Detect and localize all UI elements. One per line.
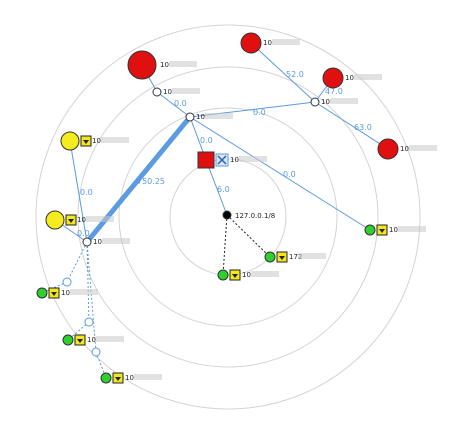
edge-y1-hleft [69, 140, 88, 243]
node-label: 10 [196, 113, 205, 121]
edge-hright-r1 [250, 42, 316, 103]
green-node[interactable] [364, 224, 376, 236]
edge-hmid-gright [189, 116, 371, 231]
blurred-text [398, 226, 426, 232]
green-node[interactable] [36, 287, 48, 299]
edge-label-hright-r3: 47.0 [325, 87, 343, 96]
node-label: 10 [93, 238, 102, 246]
blurred-text [205, 113, 233, 119]
hub-node[interactable] [84, 317, 94, 327]
edge-ol2-gl2 [67, 321, 90, 341]
red-node[interactable] [322, 67, 344, 89]
node-labels-layer: 10 10 10 10 10 10 10 10 10 10 10 10 10 172 10 10 10 127.0… [61, 39, 437, 382]
red-node[interactable] [127, 50, 157, 80]
blurred-text [409, 145, 437, 151]
hub-node[interactable] [82, 237, 92, 247]
green-node[interactable] [62, 334, 74, 346]
range-ring [118, 107, 338, 327]
blurred-text [298, 253, 326, 259]
edge-label-hmid-square: 0.0 [200, 136, 213, 145]
edge-label-y1-hleft: 0.0 [80, 188, 93, 197]
blurred-text [169, 61, 197, 67]
edge-label-htop-hmid: 0.0 [174, 99, 187, 108]
close-box-icon-stroke [217, 155, 227, 165]
range-ring [35, 24, 421, 410]
red-square-node[interactable] [197, 151, 215, 169]
blurred-text [101, 137, 129, 143]
node-label: 10 [61, 289, 70, 297]
blurred-text [330, 98, 358, 104]
device-icon-mark [77, 339, 83, 343]
edge-label-y2-hleft: 0.0 [77, 229, 90, 238]
edge-hright-r3 [314, 101, 389, 150]
root-node[interactable] [222, 210, 232, 220]
blurred-text [251, 271, 279, 277]
edge-hleft-ol2 [86, 241, 90, 323]
root-label: 127.0.0.1/8 [235, 212, 275, 220]
edge-labels-layer: 0.0 0.0 52.0 47.0 63.0 0.0 0.0 750.25 0.0 0.0 6.0 [77, 70, 372, 238]
hub-node[interactable] [62, 277, 72, 287]
green-node[interactable] [264, 251, 276, 263]
node-label: 10 [400, 145, 409, 153]
blurred-text [239, 156, 267, 162]
node-label: 10 [77, 216, 86, 224]
blurred-text [172, 88, 200, 94]
edge-label-hmid-hleft: 750.25 [137, 177, 165, 186]
red-node[interactable] [377, 138, 399, 160]
device-icon-mark [83, 140, 89, 144]
red-node[interactable] [240, 32, 262, 54]
edge-label-hmid-hright: 0.0 [253, 108, 266, 117]
blurred-text [134, 374, 162, 380]
device-icon-mark [115, 377, 121, 381]
node-label: 10 [87, 336, 96, 344]
node-label: 10 [263, 39, 272, 47]
edge-root-gmid2 [226, 214, 271, 258]
edge-label-hright-r4: 63.0 [354, 123, 372, 132]
yellow-node[interactable] [45, 210, 65, 230]
edge-label-square-root: 6.0 [217, 185, 230, 194]
green-node[interactable] [217, 269, 229, 281]
node-label: 10 [160, 61, 169, 69]
blurred-text [86, 216, 114, 222]
node-label: 10 [125, 374, 134, 382]
node-label: 172 [289, 253, 302, 261]
node-label: 10 [230, 156, 239, 164]
node-label: 10 [92, 137, 101, 145]
node-label: 10 [242, 271, 251, 279]
node-label: 10 [345, 74, 354, 82]
hub-node[interactable] [91, 347, 101, 357]
node-label: 10 [321, 98, 330, 106]
hub-node[interactable] [152, 87, 162, 97]
blurred-text [354, 74, 382, 80]
device-icon-mark [232, 274, 238, 278]
nodes-layer [36, 32, 399, 384]
blurred-text [102, 238, 130, 244]
edge-htop-hmid [156, 91, 191, 118]
edge-label-hright-r1: 52.0 [286, 70, 304, 79]
blurred-text [272, 39, 300, 45]
device-icon-mark [51, 292, 57, 296]
hub-node[interactable] [310, 97, 320, 107]
blurred-text [70, 289, 98, 295]
blurred-text [96, 336, 124, 342]
node-label: 10 [163, 88, 172, 96]
edge-square-root [205, 159, 228, 216]
yellow-node[interactable] [60, 131, 80, 151]
edge-root-gmid1 [222, 214, 228, 276]
edge-ol3-gl3 [95, 351, 107, 379]
node-label: 10 [389, 226, 398, 234]
edge-hleft-ol1 [66, 241, 88, 283]
edge-label-hmid-gright: 0.0 [283, 170, 296, 179]
device-icon-mark [279, 256, 285, 260]
range-ring [77, 66, 379, 368]
hub-node[interactable] [185, 112, 195, 122]
green-node[interactable] [100, 372, 112, 384]
device-icon-mark [68, 219, 74, 223]
device-icon-mark [379, 229, 385, 233]
